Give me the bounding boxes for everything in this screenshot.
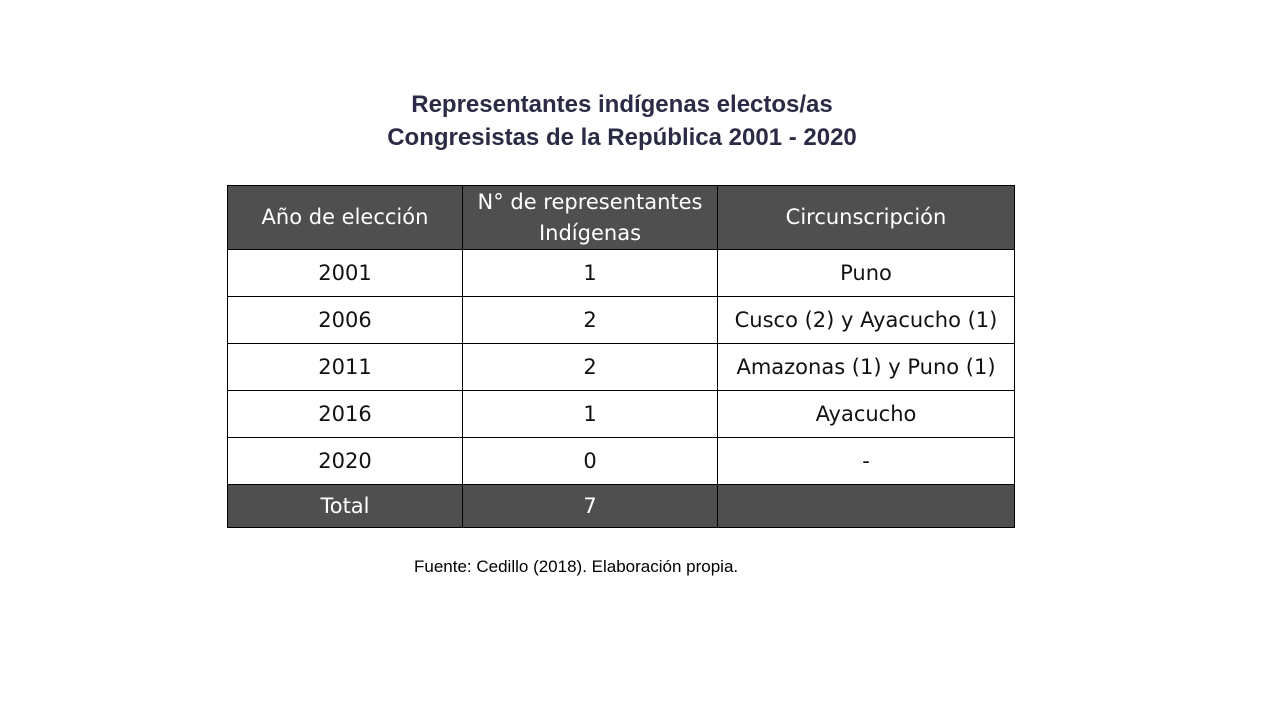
title-line-2: Congresistas de la República 2001 - 2020 <box>387 124 857 151</box>
cell-district: - <box>717 437 1015 485</box>
page-title: Representantes indígenas electos/as Cong… <box>0 88 1244 154</box>
table-row: 2016 1 Ayacucho <box>227 390 1015 438</box>
table-row: 2006 2 Cusco (2) y Ayacucho (1) <box>227 296 1015 344</box>
cell-count: 1 <box>462 390 718 438</box>
cell-count: 2 <box>462 296 718 344</box>
cell-district: Cusco (2) y Ayacucho (1) <box>717 296 1015 344</box>
representatives-table: Año de elección N° de representantes Ind… <box>227 185 1015 528</box>
cell-year: 2001 <box>227 249 463 297</box>
cell-count: 2 <box>462 343 718 391</box>
total-count: 7 <box>462 484 718 528</box>
cell-count: 0 <box>462 437 718 485</box>
table-row: 2020 0 - <box>227 437 1015 485</box>
header-count: N° de representantes Indígenas <box>462 185 718 250</box>
cell-year: 2020 <box>227 437 463 485</box>
table-total-row: Total 7 <box>227 484 1015 528</box>
cell-district: Puno <box>717 249 1015 297</box>
header-district: Circunscripción <box>717 185 1015 250</box>
cell-count: 1 <box>462 249 718 297</box>
header-year: Año de elección <box>227 185 463 250</box>
source-note: Fuente: Cedillo (2018). Elaboración prop… <box>414 557 739 576</box>
total-label: Total <box>227 484 463 528</box>
cell-district: Ayacucho <box>717 390 1015 438</box>
cell-year: 2006 <box>227 296 463 344</box>
cell-district: Amazonas (1) y Puno (1) <box>717 343 1015 391</box>
table-row: 2001 1 Puno <box>227 249 1015 297</box>
title-line-1: Representantes indígenas electos/as <box>411 91 833 118</box>
cell-year: 2011 <box>227 343 463 391</box>
table-header-row: Año de elección N° de representantes Ind… <box>227 185 1015 250</box>
total-district <box>717 484 1015 528</box>
cell-year: 2016 <box>227 390 463 438</box>
table-row: 2011 2 Amazonas (1) y Puno (1) <box>227 343 1015 391</box>
